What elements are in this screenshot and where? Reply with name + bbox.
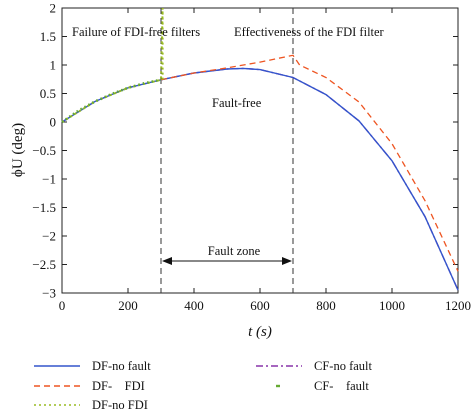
y-tick-label: −2.5	[32, 257, 56, 272]
annotation-effectiveness: Effectiveness of the FDI filter	[234, 25, 385, 39]
series-line-1	[160, 54, 459, 272]
x-axis: 0 200 400 600 800 1000 1200	[59, 8, 471, 313]
legend-label: CF-no fault	[314, 359, 373, 373]
y-tick-label: 2	[50, 1, 57, 16]
legend-label: DF-no FDI	[92, 398, 148, 412]
x-tick-label: 1000	[379, 298, 405, 313]
y-tick-label: −2	[42, 229, 56, 244]
legend-label: CF- fault	[314, 379, 369, 393]
fault-zone-arrow	[162, 257, 292, 265]
annotation-failure: Failure of FDI-free filters	[72, 25, 200, 39]
annotation-fault-free: Fault-free	[212, 96, 262, 110]
y-tick-label: −1	[42, 172, 56, 187]
annotation-fault-zone: Fault zone	[208, 244, 261, 258]
series-line-2	[61, 7, 164, 123]
legend-label: DF-no fault	[92, 359, 151, 373]
y-axis-label-text: ϕU (deg)	[10, 123, 26, 177]
svg-text:ϕU (deg): ϕU (deg)	[10, 123, 26, 177]
x-tick-label: 800	[316, 298, 336, 313]
series-group	[61, 7, 459, 291]
x-axis-label: t (s)	[248, 324, 272, 340]
y-tick-label: 1	[50, 58, 57, 73]
series-line-4	[61, 78, 162, 124]
y-tick-label: −0.5	[32, 143, 56, 158]
legend: DF-no fault DF- FDI DF-no FDI CF-no fault CF…	[34, 359, 373, 412]
x-tick-label: 200	[118, 298, 138, 313]
legend-label: DF- FDI	[92, 379, 145, 393]
y-axis: 2 1.5 1 0.5 0 −0.5 −1 −1.5 −2 −2.5 −3	[32, 1, 458, 301]
x-tick-label: 1200	[445, 298, 471, 313]
y-tick-label: 0.5	[40, 86, 56, 101]
y-tick-label: −1.5	[32, 200, 56, 215]
y-axis-label: ϕU (deg)	[10, 123, 26, 177]
y-tick-label: 0	[50, 115, 57, 130]
x-tick-label: 400	[184, 298, 204, 313]
x-tick-label: 600	[250, 298, 270, 313]
y-tick-label: 1.5	[40, 29, 56, 44]
x-tick-label: 0	[59, 298, 66, 313]
y-tick-label: −3	[42, 286, 56, 301]
